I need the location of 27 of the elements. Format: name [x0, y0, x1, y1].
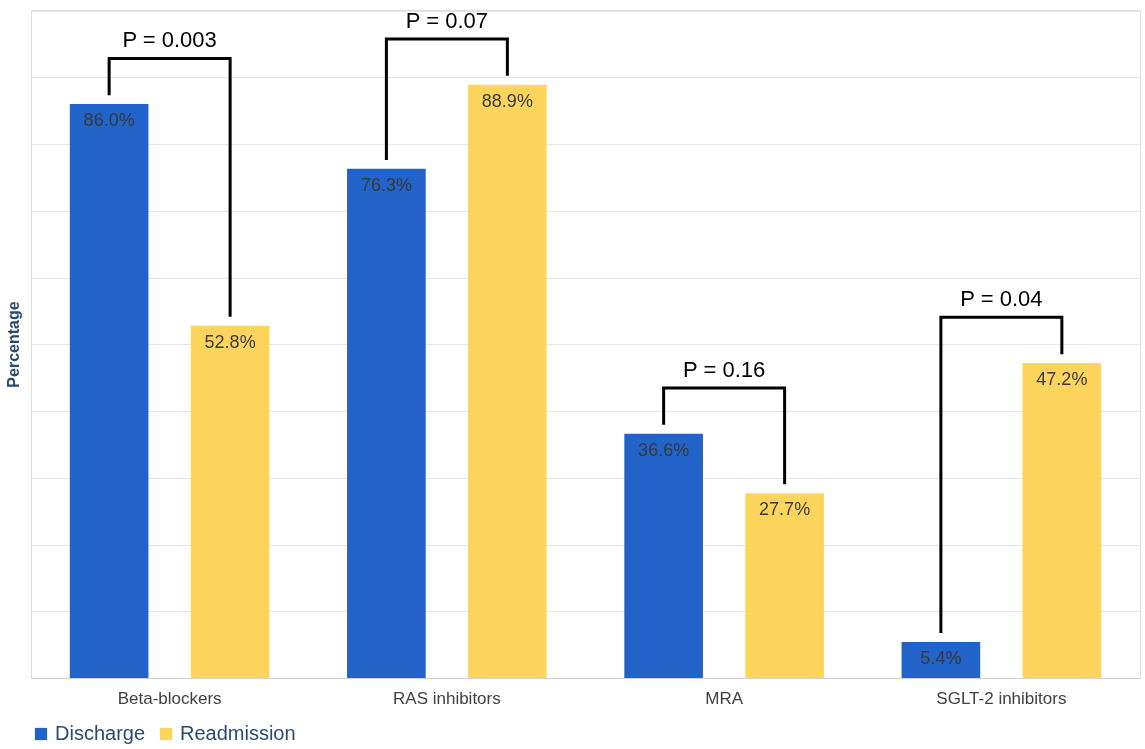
data-label: 5.4% [920, 647, 962, 668]
x-tick-label: MRA [705, 688, 744, 708]
bar [1022, 363, 1102, 678]
bar [745, 493, 824, 678]
text: P = 0.07 [405, 8, 488, 34]
x-tick-label: RAS inhibitors [393, 688, 501, 708]
data-label: 52.8% [204, 331, 256, 352]
data-label: 36.6% [638, 439, 690, 460]
x-tick-label: Beta-blockers [117, 688, 222, 708]
annotation: P = 0.16 [683, 357, 766, 383]
bar [69, 104, 149, 678]
bar [468, 84, 547, 678]
bar [901, 641, 981, 678]
data-label: 86.0% [83, 110, 135, 131]
legend-label: Readmission [180, 722, 296, 744]
data-label: 76.3% [360, 174, 412, 195]
legend-label: Discharge [55, 722, 146, 744]
y-axis-title: Percentage [4, 301, 22, 388]
bar [347, 168, 426, 678]
data-label: 47.2% [1036, 369, 1088, 390]
text: P = 0.003 [122, 27, 217, 53]
x-tick-label: SGLT-2 inhibitors [936, 688, 1067, 708]
bar [190, 325, 270, 678]
bar [624, 433, 703, 678]
data-label: 88.9% [481, 90, 533, 111]
annotation: P = 0.04 [960, 286, 1043, 312]
data-label: 27.7% [759, 499, 811, 520]
